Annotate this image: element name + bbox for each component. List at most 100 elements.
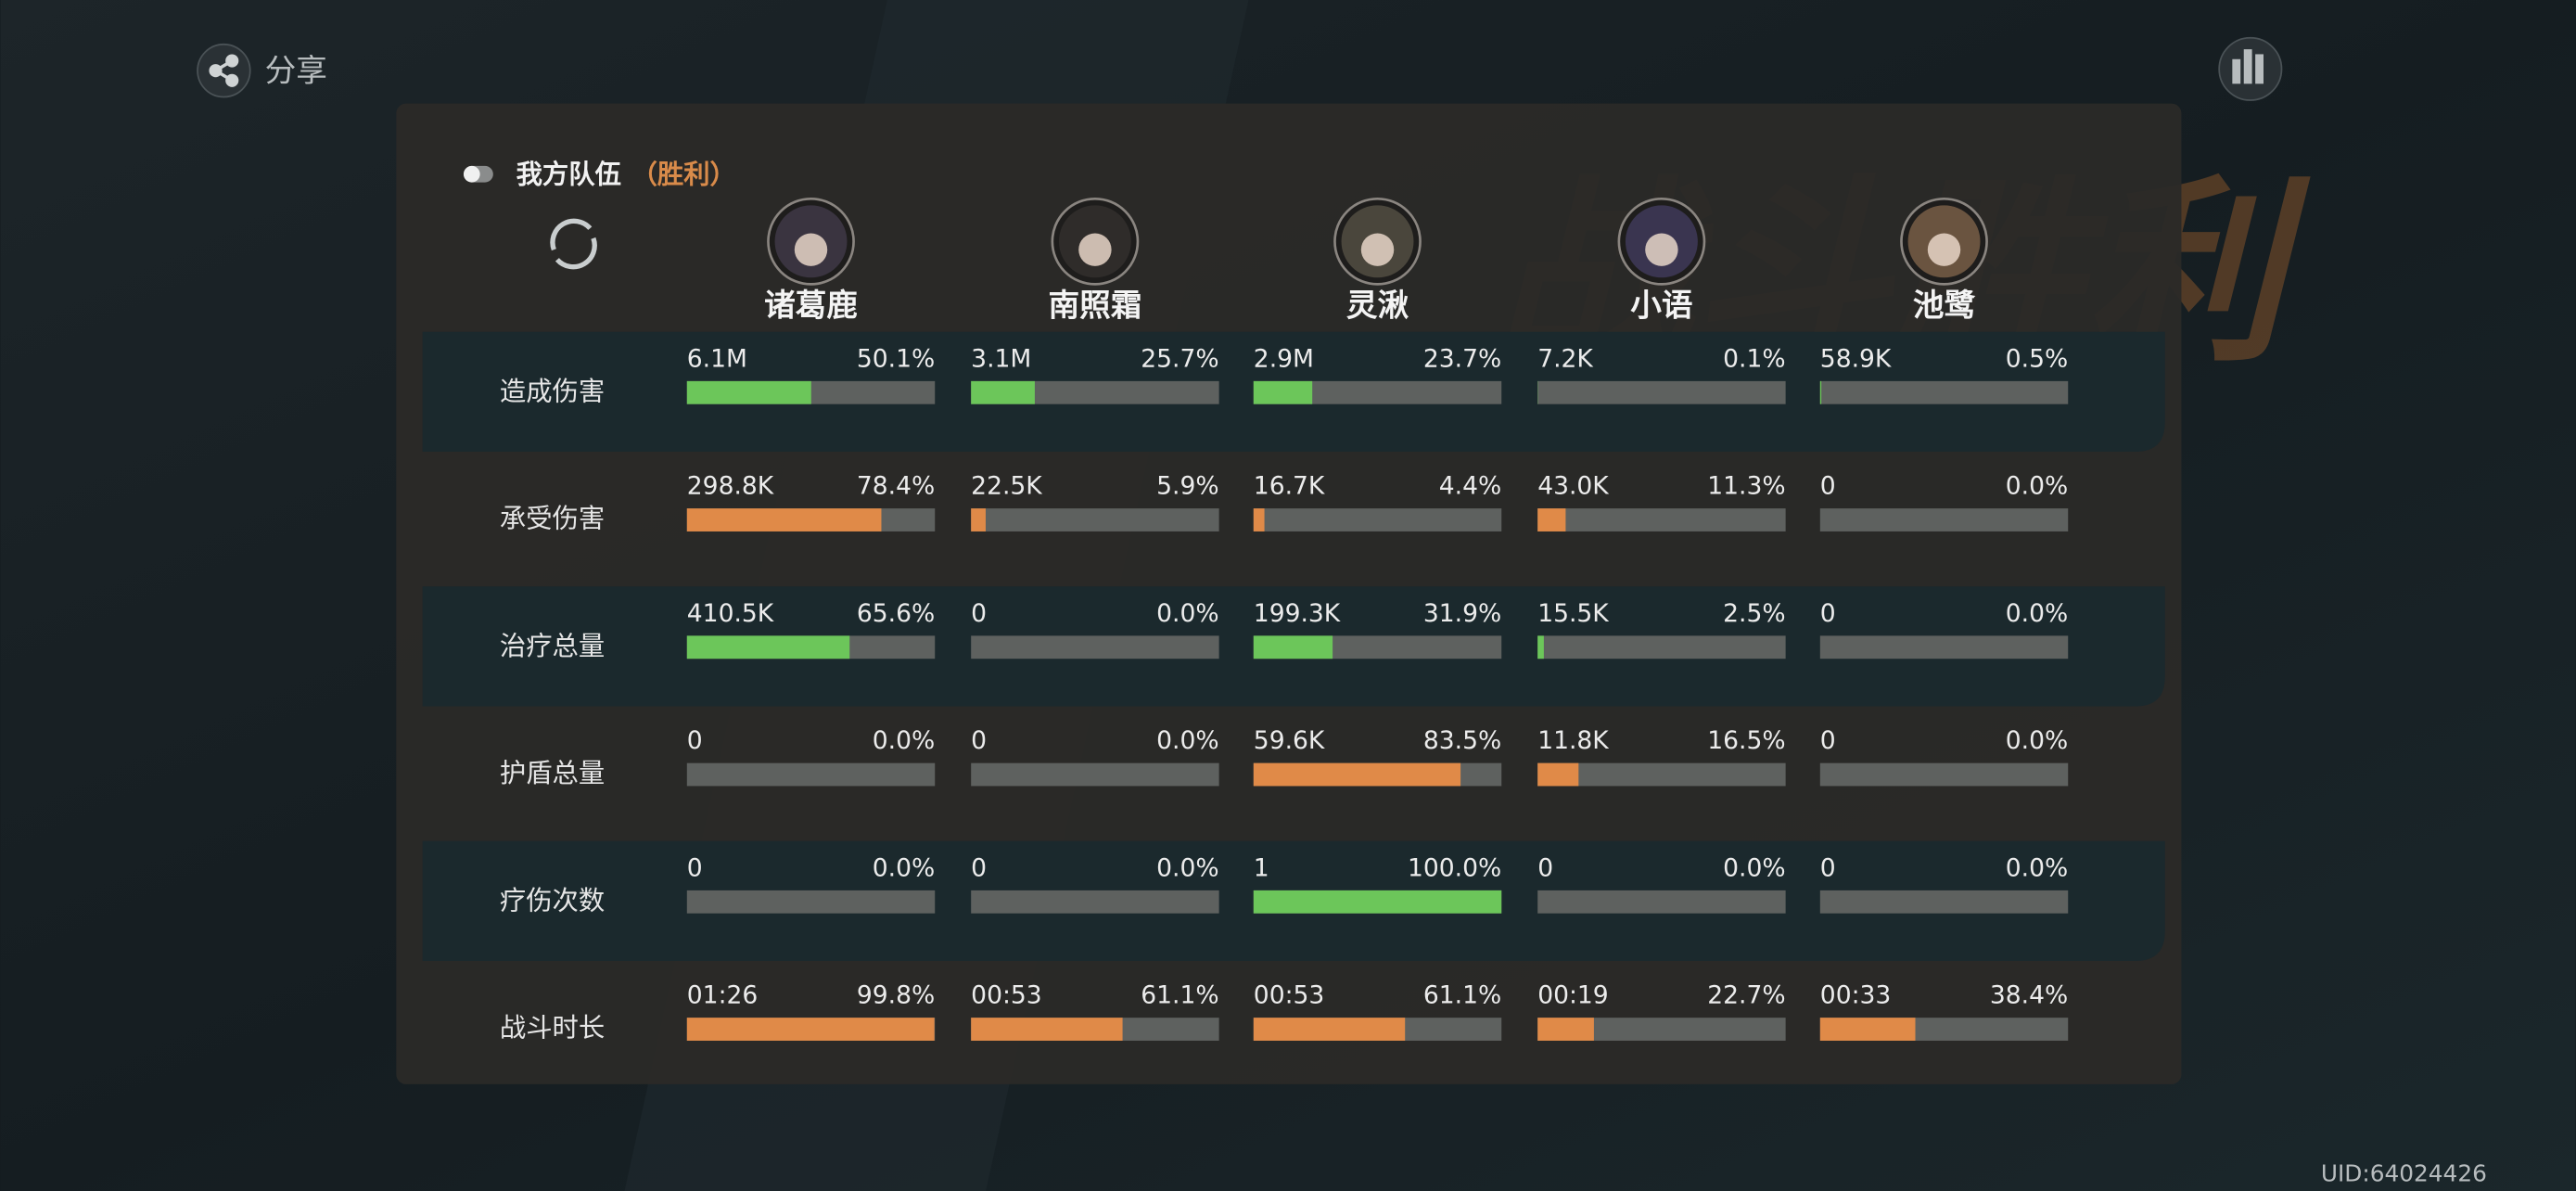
share-label: 50.1% xyxy=(857,344,935,373)
amount: 0 xyxy=(687,726,703,755)
stats-button[interactable] xyxy=(2218,36,2283,101)
bar-track xyxy=(686,762,936,787)
bar xyxy=(1537,1018,1594,1041)
row-label: 造成伤害 xyxy=(500,376,605,406)
amount: 58.9K xyxy=(1820,344,1892,373)
bar xyxy=(1253,635,1333,660)
share-label: 0.1% xyxy=(1723,344,1785,373)
amount: 0 xyxy=(1820,599,1836,628)
bar xyxy=(686,508,882,531)
share-label: 23.7% xyxy=(1423,344,1501,373)
amount: 0 xyxy=(1820,472,1836,501)
share-label: 65.6% xyxy=(857,599,935,628)
share-label: 83.5% xyxy=(1423,726,1501,755)
share-label: 61.1% xyxy=(1141,981,1218,1010)
bar-track xyxy=(1819,635,2069,660)
row-label: 疗伤次数 xyxy=(500,885,605,916)
bar-track xyxy=(1819,508,2069,531)
share-label: 78.4% xyxy=(857,472,935,501)
team-result: （胜利） xyxy=(631,160,736,190)
amount: 0 xyxy=(971,726,987,755)
amount: 0 xyxy=(971,853,987,882)
bar-track xyxy=(1537,762,1786,787)
refresh-button[interactable] xyxy=(550,218,597,270)
team-toggle[interactable] xyxy=(463,165,493,183)
amount: 6.1M xyxy=(687,344,747,373)
amount: 2.9M xyxy=(1254,344,1314,373)
amount: 15.5K xyxy=(1537,599,1609,628)
bar-track xyxy=(1819,890,2069,914)
bar xyxy=(971,1018,1123,1041)
share-label: 38.4% xyxy=(1990,981,2068,1010)
amount: 0 xyxy=(1820,726,1836,755)
bar xyxy=(1253,762,1461,787)
avatar-face xyxy=(794,233,828,266)
stats-icon xyxy=(2232,49,2264,84)
share-icon-bg xyxy=(197,43,251,98)
amount: 00:33 xyxy=(1820,981,1892,1010)
amount: 298.8K xyxy=(687,472,774,501)
bar-track xyxy=(1537,635,1786,660)
bar xyxy=(1537,762,1579,787)
bar xyxy=(1253,508,1265,531)
share-label: 0.0% xyxy=(1156,726,1218,755)
bar xyxy=(1537,635,1544,660)
row-label: 承受伤害 xyxy=(500,504,605,534)
amount: 00:19 xyxy=(1537,981,1609,1010)
toggle-knob xyxy=(463,165,480,183)
bar-track xyxy=(1537,508,1786,531)
bar xyxy=(1253,890,1502,914)
team-label: 我方队伍 xyxy=(516,160,621,190)
row-label: 护盾总量 xyxy=(500,758,605,788)
bar-track xyxy=(1819,762,2069,787)
character-name: 小语 xyxy=(1630,288,1692,324)
avatar-face xyxy=(1927,233,1961,266)
amount: 11.8K xyxy=(1537,726,1609,755)
character-name: 灵湫 xyxy=(1346,288,1409,324)
refresh-arc xyxy=(555,237,597,270)
amount: 22.5K xyxy=(971,472,1042,501)
amount: 3.1M xyxy=(971,344,1031,373)
amount: 7.2K xyxy=(1537,344,1593,373)
amount: 1 xyxy=(1254,853,1269,882)
share-label: 分享 xyxy=(265,52,327,88)
share-label: 22.7% xyxy=(1707,981,1785,1010)
row-label: 治疗总量 xyxy=(500,631,605,661)
amount: 0 xyxy=(971,599,987,628)
uid: UID:64024426 xyxy=(2321,1159,2487,1186)
bar xyxy=(1253,380,1313,404)
share-label: 0.0% xyxy=(2006,472,2068,501)
share-label: 100.0% xyxy=(1408,853,1501,882)
bar-track xyxy=(1537,890,1786,914)
bar-track xyxy=(971,635,1219,660)
share-button[interactable]: 分享 xyxy=(197,43,327,98)
amount: 0 xyxy=(687,853,703,882)
row-label: 战斗时长 xyxy=(500,1013,605,1044)
share-label: 5.9% xyxy=(1156,472,1218,501)
amount: 00:53 xyxy=(971,981,1042,1010)
bar-track xyxy=(1819,380,2069,404)
amount: 01:26 xyxy=(687,981,759,1010)
share-label: 0.0% xyxy=(873,853,935,882)
share-label: 16.5% xyxy=(1707,726,1785,755)
share-label: 0.0% xyxy=(2006,599,2068,628)
bar xyxy=(1819,380,1822,404)
amount: 00:53 xyxy=(1254,981,1325,1010)
amount: 0 xyxy=(1820,853,1836,882)
character-name: 南照霜 xyxy=(1048,288,1141,324)
refresh-arc xyxy=(550,218,593,251)
bar-track xyxy=(1253,508,1502,531)
bar-track xyxy=(686,890,936,914)
bar xyxy=(971,380,1035,404)
avatar-face xyxy=(1078,233,1112,266)
share-label: 0.0% xyxy=(1156,853,1218,882)
bar xyxy=(1537,508,1566,531)
bar xyxy=(1819,1018,1916,1041)
share-label: 0.0% xyxy=(2006,853,2068,882)
share-label: 2.5% xyxy=(1723,599,1785,628)
share-icon xyxy=(209,54,239,87)
share-label: 31.9% xyxy=(1423,599,1501,628)
